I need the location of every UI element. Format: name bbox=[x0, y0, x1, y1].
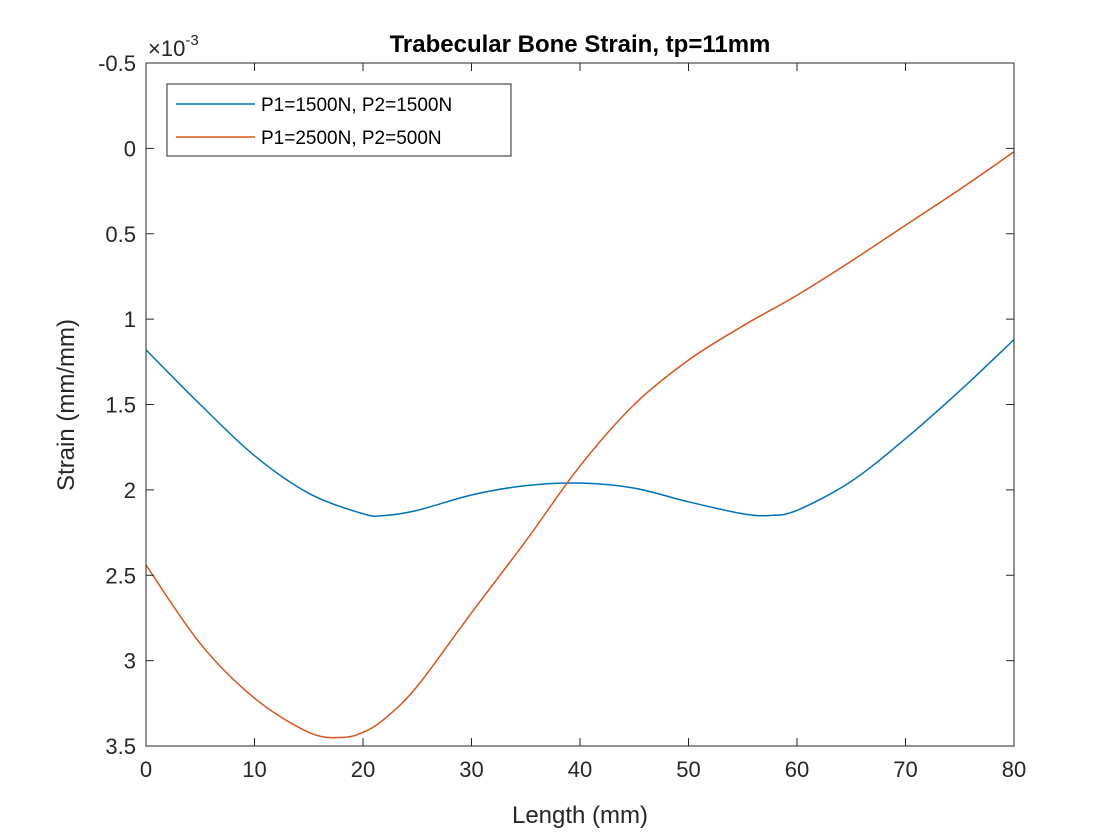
y-tick-label: 2 bbox=[124, 478, 136, 503]
y-axis-label: Strain (mm/mm) bbox=[53, 319, 80, 491]
y-axis-exponent-power: -3 bbox=[185, 32, 198, 49]
x-tick-label: 80 bbox=[1002, 757, 1026, 782]
y-tick-label: 2.5 bbox=[105, 563, 136, 588]
x-tick-label: 0 bbox=[140, 757, 152, 782]
legend-label-series-1: P1=1500N, P2=1500N bbox=[261, 95, 452, 116]
x-tick-label: 70 bbox=[893, 757, 917, 782]
legend-label-series-2: P1=2500N, P2=500N bbox=[261, 128, 442, 149]
x-tick-label: 30 bbox=[459, 757, 483, 782]
x-tick-label: 40 bbox=[568, 757, 592, 782]
y-axis-ticks: -0.5 0 0.5 1 1.5 2 2.5 3 3.5 bbox=[98, 51, 1014, 759]
legend: P1=1500N, P2=1500N P1=2500N, P2=500N bbox=[166, 83, 512, 157]
x-tick-label: 20 bbox=[351, 757, 375, 782]
y-tick-label: 3 bbox=[124, 649, 136, 674]
y-tick-label: 1.5 bbox=[105, 393, 136, 418]
chart-title: Trabecular Bone Strain, tp=11mm bbox=[390, 31, 771, 58]
legend-box bbox=[166, 83, 512, 157]
series-line-1 bbox=[145, 339, 1015, 517]
x-tick-label: 50 bbox=[676, 757, 700, 782]
y-axis-exponent-base: ×10 bbox=[148, 36, 185, 61]
series-line-2 bbox=[145, 151, 1015, 739]
y-tick-label: 3.5 bbox=[105, 734, 136, 759]
series-layer bbox=[145, 151, 1015, 739]
plot-area bbox=[146, 63, 1014, 746]
x-tick-label: 10 bbox=[242, 757, 266, 782]
x-tick-label: 60 bbox=[785, 757, 809, 782]
y-tick-label: 1 bbox=[124, 307, 136, 332]
x-axis-label: Length (mm) bbox=[512, 802, 648, 829]
y-axis-exponent: ×10-3 bbox=[148, 32, 199, 61]
x-axis-ticks: 0 10 20 30 40 50 60 70 80 bbox=[140, 63, 1026, 782]
y-tick-label: 0 bbox=[124, 136, 136, 161]
y-tick-label: -0.5 bbox=[98, 51, 136, 76]
y-tick-label: 0.5 bbox=[105, 222, 136, 247]
